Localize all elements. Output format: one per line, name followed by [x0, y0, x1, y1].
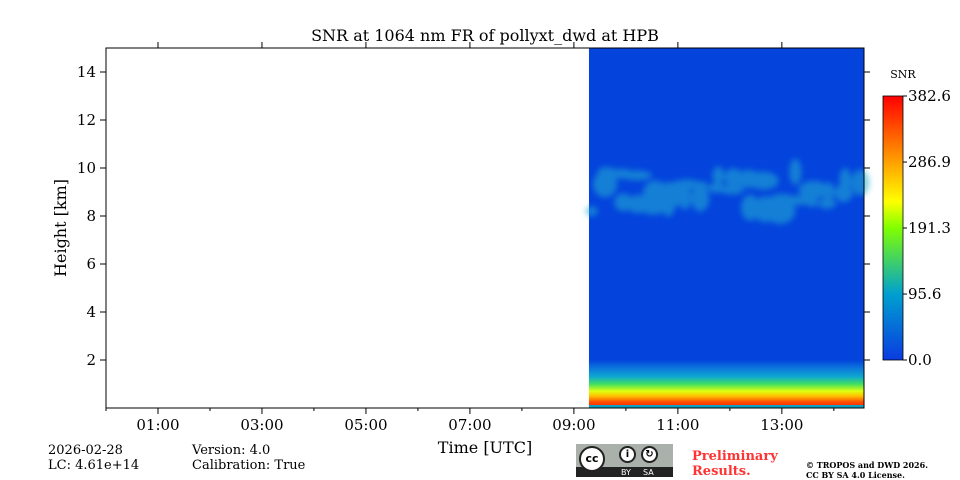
x-tick-label: 03:00 [240, 416, 283, 434]
chart-title: SNR at 1064 nm FR of pollyxt_dwd at HPB [311, 26, 659, 45]
cloud-blob [765, 197, 796, 224]
y-tick-label: 4 [86, 303, 96, 321]
heatmap-background [588, 48, 864, 408]
y-tick-label: 12 [77, 111, 96, 129]
share-alike-icon: ↻ [641, 446, 658, 463]
calibration-label: Calibration: True [192, 458, 306, 473]
cloud-blob [806, 197, 819, 208]
cloud-blob [638, 196, 669, 215]
cloud-blob [834, 184, 853, 203]
colorbar-tick-label: 382.6 [908, 87, 951, 105]
y-tick-label: 10 [77, 159, 96, 177]
heatmap-surface-band [588, 405, 864, 408]
x-tick-label: 11:00 [656, 416, 699, 434]
y-tick-label: 14 [77, 63, 96, 81]
x-tick-label: 07:00 [448, 416, 491, 434]
y-tick-label: 8 [86, 207, 96, 225]
cc-by-text: BY [621, 468, 631, 477]
version-label: Version: 4.0 [192, 443, 271, 458]
x-tick-label: 13:00 [760, 416, 803, 434]
plot-frame [105, 47, 865, 409]
preliminary-results: Preliminary Results. [692, 449, 778, 479]
cloud-blob [679, 183, 692, 210]
y-tick-label: 2 [86, 351, 96, 369]
heatmap-cloud-layer [585, 158, 870, 224]
colorbar-tick-label: 286.9 [908, 153, 951, 171]
heatmap-boundary-layer [588, 360, 864, 408]
cloud-blob [712, 166, 725, 185]
cloud-blob [621, 170, 652, 181]
x-tick-label: 01:00 [136, 416, 179, 434]
colorbar-tick-label: 0.0 [908, 351, 932, 369]
cloud-blob [851, 169, 870, 196]
cloud-blob [748, 171, 779, 190]
cloud-blob [818, 198, 837, 209]
colorbar-label: SNR [890, 68, 916, 81]
cloud-blob [585, 206, 598, 217]
copyright-line-2: CC BY SA 4.0 License. [806, 470, 905, 480]
date-label: 2026-02-28 [48, 443, 123, 458]
cc-license-logo: cc i ↻ BY SA [576, 444, 673, 477]
cloud-blob [662, 198, 675, 217]
cloud-blob [789, 158, 802, 185]
cloud-blob [719, 184, 744, 195]
lc-label: LC: 4.61e+14 [48, 458, 140, 473]
cloud-blob [593, 171, 618, 198]
person-icon: i [619, 446, 636, 463]
colorbar-tick-label: 191.3 [908, 219, 951, 237]
cc-sa-text: SA [643, 468, 654, 477]
cloud-blob [798, 180, 829, 199]
colorbar-tick-label: 95.6 [908, 285, 941, 303]
x-axis-label: Time [UTC] [438, 438, 532, 457]
cloud-blob [822, 182, 835, 201]
x-tick-label: 09:00 [552, 416, 595, 434]
cloud-blob [691, 185, 710, 212]
y-tick-label: 6 [86, 255, 96, 273]
y-axis-label: Height [km] [51, 179, 70, 277]
cc-icon: cc [579, 446, 605, 472]
x-tick-label: 05:00 [344, 416, 387, 434]
colorbar [882, 95, 904, 361]
copyright-line-1: © TROPOS and DWD 2026. [806, 460, 928, 470]
